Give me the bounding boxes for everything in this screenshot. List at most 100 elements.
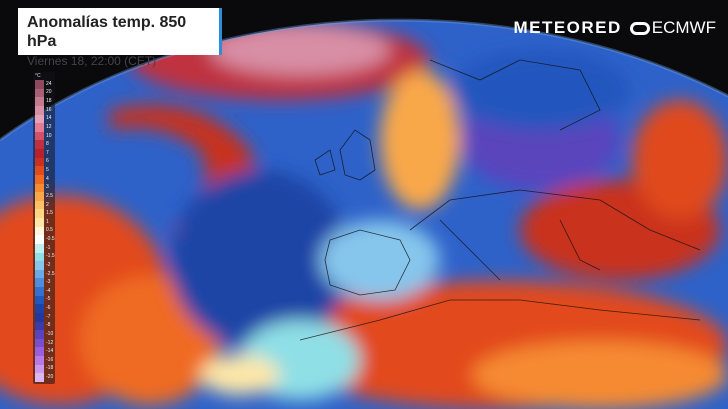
legend-label: -3 <box>46 279 51 286</box>
legend-label: -7 <box>46 313 51 320</box>
legend-swatch <box>35 80 44 89</box>
legend-item: -18 <box>33 364 55 374</box>
legend-swatch <box>35 287 44 296</box>
legend-label: 2 <box>46 201 49 208</box>
legend-item: 1 <box>33 218 55 227</box>
legend-label: 10 <box>46 132 52 139</box>
map-title-box: Anomalías temp. 850 hPa Viernes 18, 22:0… <box>18 8 222 68</box>
legend-label: -4 <box>46 287 51 294</box>
legend-label: 1.5 <box>46 210 53 217</box>
legend-label: -12 <box>46 339 54 346</box>
legend-label: 2.5 <box>46 192 53 199</box>
legend-swatch <box>35 192 44 201</box>
legend-swatch <box>35 131 44 141</box>
legend-label: -18 <box>46 365 54 372</box>
legend-swatch <box>35 183 44 193</box>
ecmwf-label: ECMWF <box>651 18 716 37</box>
legend-swatch <box>35 252 44 262</box>
legend-swatch <box>35 105 44 115</box>
legend-item: -5 <box>33 295 55 305</box>
legend-item: -6 <box>33 304 55 313</box>
legend-swatch <box>35 373 44 382</box>
legend-label: 24 <box>46 80 52 87</box>
legend-item: 6 <box>33 157 55 167</box>
legend-label: 6 <box>46 158 49 165</box>
legend-swatch <box>35 356 44 365</box>
legend-swatch <box>35 140 44 149</box>
legend-label: 18 <box>46 98 52 105</box>
legend-swatch <box>35 243 44 253</box>
coastlines <box>299 59 701 341</box>
map-title: Anomalías temp. 850 hPa <box>27 14 187 50</box>
legend-swatch <box>35 330 44 339</box>
legend-swatch <box>35 123 44 132</box>
legend-item: 14 <box>33 114 55 124</box>
meteored-logo: METEORED <box>513 18 622 37</box>
legend-label: -1 <box>46 244 51 251</box>
legend-swatch <box>35 338 44 348</box>
legend-item: 2.5 <box>33 192 55 201</box>
legend-item: 7 <box>33 149 55 158</box>
legend-item: 18 <box>33 97 55 106</box>
map-timestamp: Viernes 18, 22:00 (CET) <box>27 54 157 68</box>
legend-label: -8 <box>46 322 51 329</box>
legend-label: 8 <box>46 141 49 148</box>
legend-item: 24 <box>33 80 55 89</box>
legend-swatch <box>35 364 44 374</box>
legend-label: -5 <box>46 296 51 303</box>
globe-edge <box>0 18 728 142</box>
legend-swatch <box>35 226 44 236</box>
legend-label: -0.5 <box>46 236 55 243</box>
legend-label: 16 <box>46 106 52 113</box>
color-legend: °C 24 20 18 16 14 12 10 8 7 6 5 4 3 2.5 2 1.5 1 0.5 -0.5 -1… <box>33 72 55 384</box>
legend-item: 3 <box>33 183 55 193</box>
legend-item: 5 <box>33 166 55 175</box>
legend-label: -14 <box>46 348 54 355</box>
legend-label: -1.5 <box>46 253 55 260</box>
legend-label: -6 <box>46 305 51 312</box>
legend-label: 1 <box>46 218 49 225</box>
legend-item: -14 <box>33 347 55 356</box>
legend-label: 0.5 <box>46 227 53 234</box>
legend-swatch <box>35 347 44 356</box>
legend-swatch <box>35 97 44 106</box>
legend-item: 8 <box>33 140 55 149</box>
legend-item: 0.5 <box>33 226 55 236</box>
legend-item: -1 <box>33 243 55 253</box>
legend-item: 20 <box>33 88 55 98</box>
legend-item: -4 <box>33 287 55 296</box>
branding: METEORED ECMWF <box>513 18 716 38</box>
legend-swatch <box>35 200 44 210</box>
legend-item: -10 <box>33 330 55 339</box>
legend-item: -16 <box>33 356 55 365</box>
legend-item: -2.5 <box>33 269 55 279</box>
legend-swatch <box>35 304 44 313</box>
legend-item: 12 <box>33 123 55 132</box>
legend-item: -2 <box>33 261 55 270</box>
legend-label: 7 <box>46 149 49 156</box>
legend-label: 5 <box>46 167 49 174</box>
legend-label: -2 <box>46 261 51 268</box>
legend-label: -2.5 <box>46 270 55 277</box>
legend-swatch <box>35 321 44 331</box>
legend-item: -20 <box>33 373 55 382</box>
legend-label: -20 <box>46 374 54 381</box>
legend-swatch <box>35 218 44 227</box>
legend-label: 4 <box>46 175 49 182</box>
legend-swatch <box>35 149 44 158</box>
legend-label: 14 <box>46 115 52 122</box>
ecmwf-logo-icon <box>629 21 650 35</box>
ecmwf-logo: ECMWF <box>629 18 716 38</box>
legend-item: 2 <box>33 200 55 210</box>
legend-item: -12 <box>33 338 55 348</box>
legend-item: 4 <box>33 174 55 184</box>
legend-swatch <box>35 235 44 244</box>
legend-label: 20 <box>46 89 52 96</box>
legend-label: 12 <box>46 123 52 130</box>
legend-swatch <box>35 157 44 167</box>
legend-label: -10 <box>46 330 54 337</box>
legend-swatch <box>35 166 44 175</box>
legend-item: 1.5 <box>33 209 55 218</box>
